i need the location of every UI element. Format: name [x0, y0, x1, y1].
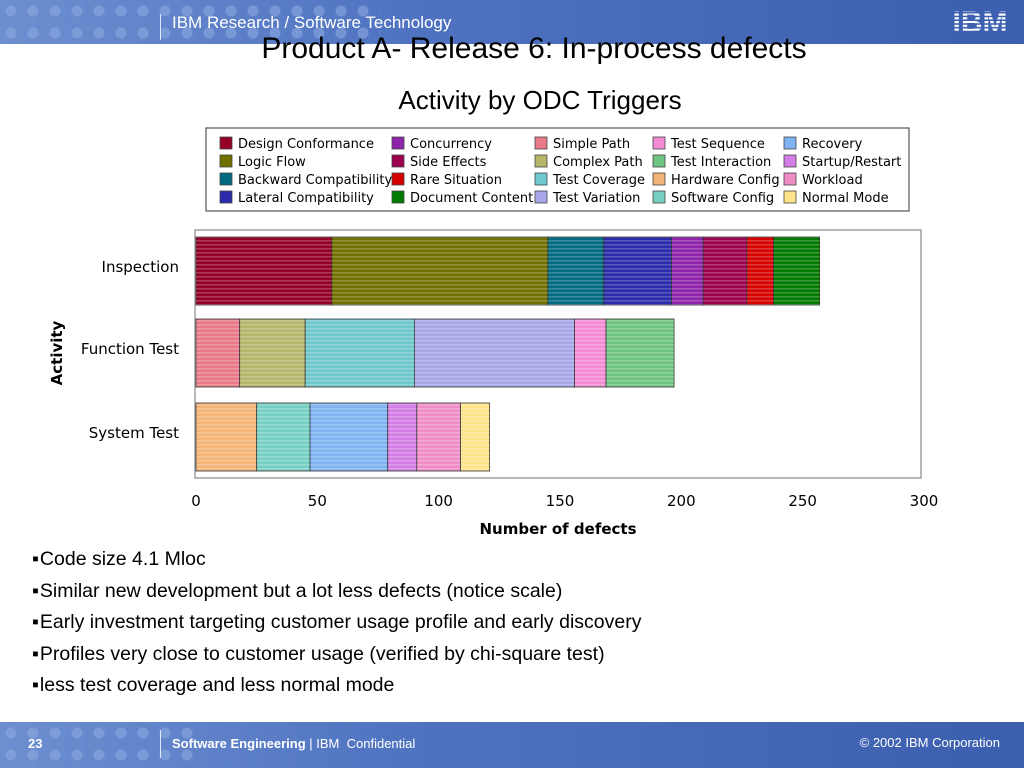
legend-swatch — [783, 172, 797, 186]
legend-label: Side Effects — [410, 155, 487, 170]
legend-swatch — [534, 154, 548, 168]
category-label: Inspection — [102, 258, 179, 276]
ibm-logo-icon: IBM — [953, 6, 1008, 36]
legend-swatch — [652, 172, 666, 186]
legend-label: Complex Path — [553, 155, 643, 170]
footer-product: Software Engineering — [172, 736, 306, 751]
bullet-item: Early investment targeting customer usag… — [32, 611, 642, 643]
legend-label: Recovery — [802, 137, 863, 152]
bullet-item: less test coverage and less normal mode — [32, 674, 641, 706]
footer-classification: Confidential — [346, 736, 416, 751]
bar-segment-texture — [671, 237, 704, 305]
ibm-logo-text: IBM — [953, 6, 1008, 36]
bar-segment-texture — [196, 319, 240, 387]
x-tick-label: 200 — [667, 492, 696, 510]
bar-segment-texture — [387, 403, 417, 471]
bar-segment-texture — [239, 319, 306, 387]
legend-label: Test Sequence — [670, 137, 765, 152]
bar-segment-texture — [703, 237, 747, 305]
y-axis-title: Activity — [48, 320, 66, 385]
legend-swatch — [391, 172, 405, 186]
x-tick-label: 250 — [788, 492, 817, 510]
x-tick-label: 100 — [424, 492, 453, 510]
footer-band — [0, 722, 1024, 768]
header-dot-pattern — [0, 0, 380, 44]
category-label: System Test — [89, 424, 179, 442]
x-tick-label: 300 — [910, 492, 939, 510]
legend-swatch — [534, 172, 548, 186]
legend-label: Document Content — [410, 191, 533, 206]
legend-label: Concurrency — [410, 137, 492, 152]
bar-segment-texture — [256, 403, 311, 471]
bar-segment-texture — [746, 237, 774, 305]
legend-label: Backward Compatibility — [238, 173, 392, 188]
header-band: IBM Research / Software Technology IBM — [0, 0, 1024, 44]
legend-swatch — [652, 190, 666, 204]
x-axis-title: Number of defects — [479, 520, 636, 538]
legend-swatch — [783, 154, 797, 168]
footer-company: | IBM — [309, 736, 340, 751]
legend-label: Logic Flow — [238, 155, 306, 170]
bar-segment-texture — [414, 319, 575, 387]
legend-swatch — [219, 190, 233, 204]
bar-segment-texture — [331, 237, 548, 305]
footer-dot-pattern — [0, 722, 200, 768]
bar-segment-texture — [547, 237, 604, 305]
slide-title: Product A- Release 6: In-process defects — [261, 32, 807, 65]
footer-info: Software Engineering | IBM Confidential — [172, 736, 415, 751]
legend-swatch — [219, 136, 233, 150]
legend-label: Startup/Restart — [802, 155, 901, 170]
bar-segment-texture — [603, 237, 672, 305]
defects-chart: Design Conformance Logic Flow Backward Com… — [48, 127, 939, 538]
legend-swatch — [652, 136, 666, 150]
legend-swatch — [391, 190, 405, 204]
bar-segment-texture — [196, 237, 332, 305]
x-tick-label: 150 — [546, 492, 575, 510]
legend-swatch — [652, 154, 666, 168]
legend-label: Test Interaction — [670, 155, 771, 170]
page-number: 23 — [28, 736, 43, 751]
legend-label: Simple Path — [553, 137, 630, 152]
legend-label: Design Conformance — [238, 137, 374, 152]
legend-swatch — [783, 136, 797, 150]
legend-swatch — [534, 190, 548, 204]
x-tick-label: 0 — [191, 492, 201, 510]
legend-label: Test Coverage — [552, 173, 645, 188]
x-tick-label: 50 — [308, 492, 327, 510]
bullet-item: Profiles very close to customer usage (v… — [32, 643, 641, 675]
legend-swatch — [219, 154, 233, 168]
bar-segment-texture — [773, 237, 820, 305]
bar-segment-texture — [305, 319, 415, 387]
legend-label: Workload — [802, 173, 863, 188]
legend-swatch — [219, 172, 233, 186]
bullet-item: Similar new development but a lot less d… — [32, 580, 641, 612]
legend-swatch — [783, 190, 797, 204]
bar-segment-texture — [196, 403, 257, 471]
legend-swatch — [391, 154, 405, 168]
legend-label: Normal Mode — [802, 191, 889, 206]
legend-swatch — [534, 136, 548, 150]
legend-swatch — [391, 136, 405, 150]
slide-subtitle: Activity by ODC Triggers — [398, 85, 682, 115]
legend-label: Rare Situation — [410, 173, 502, 188]
bar-segment-texture — [574, 319, 607, 387]
legend-label: Hardware Config — [671, 173, 780, 188]
bullet-item: Code size 4.1 Mloc — [32, 548, 641, 580]
bar-segment-texture — [416, 403, 461, 471]
category-label: Function Test — [81, 340, 179, 358]
header-divider — [160, 14, 161, 40]
legend-label: Lateral Compatibility — [238, 191, 374, 206]
bar-segment-texture — [606, 319, 675, 387]
footer-divider — [160, 730, 161, 758]
bar-segment-texture — [460, 403, 490, 471]
bullet-list: Code size 4.1 MlocSimilar new developmen… — [32, 548, 642, 706]
bar-segment-texture — [310, 403, 388, 471]
copyright: © 2002 IBM Corporation — [859, 735, 1000, 750]
legend-label: Software Config — [671, 191, 774, 206]
legend-label: Test Variation — [552, 191, 640, 206]
header-text: IBM Research / Software Technology — [172, 13, 452, 32]
